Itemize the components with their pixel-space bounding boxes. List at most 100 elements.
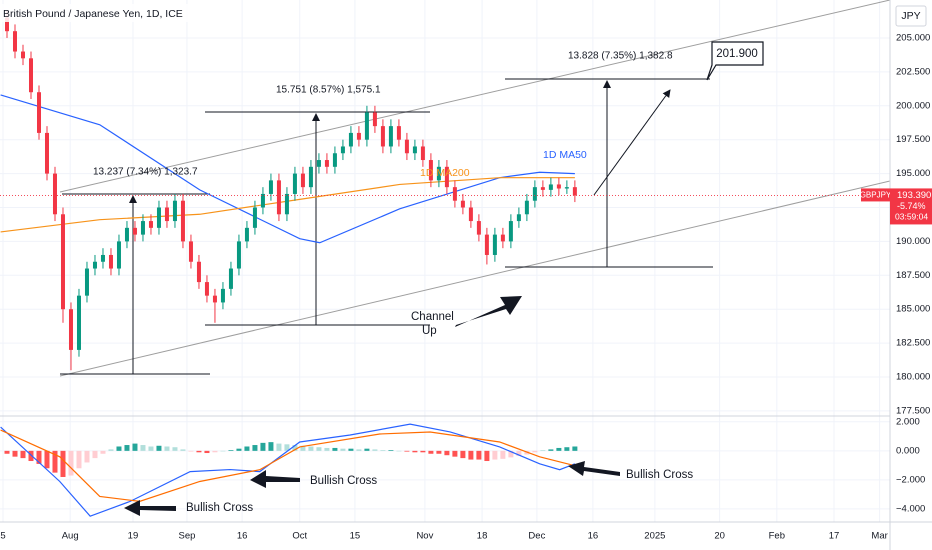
- y-tick-label: 195.000: [896, 168, 930, 179]
- histogram-bar: [124, 445, 130, 451]
- histogram-bar: [324, 447, 330, 451]
- histogram-bar: [4, 450, 10, 454]
- y-tick-label: 205.000: [896, 32, 930, 43]
- x-tick-label: Oct: [292, 531, 307, 542]
- candle-body: [564, 187, 569, 189]
- candle-body: [108, 254, 113, 269]
- candle-body: [484, 234, 489, 255]
- histogram-bar: [428, 450, 434, 454]
- countdown: 03:59:04: [895, 212, 928, 222]
- macd-pane: [0, 423, 578, 517]
- candle-body: [292, 173, 297, 194]
- candle-body: [420, 146, 425, 161]
- candle-body: [156, 207, 161, 228]
- y-tick-label: 185.000: [896, 304, 930, 315]
- price-tag: [890, 188, 932, 225]
- candle-body: [44, 132, 49, 174]
- histogram-bar: [332, 447, 338, 451]
- histogram-bar: [340, 448, 346, 451]
- candle-body: [220, 288, 225, 303]
- channel-label: Up: [422, 325, 437, 337]
- candle-body: [92, 261, 97, 269]
- candle-body: [324, 160, 329, 167]
- histogram-bar: [164, 446, 170, 451]
- histogram-bar: [92, 450, 98, 459]
- histogram-bar: [452, 450, 458, 457]
- histogram-bar: [76, 450, 82, 469]
- currency: JPY: [901, 10, 920, 22]
- channel-upper: [59, 0, 891, 193]
- measures: [60, 78, 713, 375]
- histogram-bar: [292, 445, 298, 451]
- y-tick-label: −4.000: [896, 503, 925, 514]
- candle-body: [60, 214, 65, 310]
- candle-body: [500, 234, 505, 242]
- histogram-bar: [300, 445, 306, 451]
- x-tick-label: Dec: [528, 531, 545, 542]
- histogram-bar: [12, 450, 18, 457]
- change: -5.74%: [897, 201, 926, 211]
- candle-body: [412, 146, 417, 154]
- target-label: 201.900: [716, 48, 758, 60]
- x-tick-label: Feb: [769, 531, 785, 542]
- histogram-bar: [100, 450, 106, 454]
- histogram-bar: [52, 450, 58, 473]
- candle-body: [388, 126, 393, 147]
- candle-body: [36, 92, 41, 133]
- x-tick-label: Sep: [179, 531, 196, 542]
- histogram-bar: [420, 450, 426, 453]
- histogram-bar: [572, 446, 578, 451]
- x-tick-label: 2025: [644, 531, 665, 542]
- channel-label: Channel: [411, 311, 454, 323]
- histogram-bar: [68, 450, 74, 476]
- histogram-bar: [180, 449, 186, 451]
- x-tick-label: 17: [829, 531, 840, 542]
- histogram-bar: [28, 450, 34, 462]
- histogram-bar: [380, 450, 386, 451]
- candle-body: [188, 241, 193, 262]
- cross-label: Bullish Cross: [186, 502, 253, 514]
- histogram-bar: [372, 449, 378, 451]
- y-tick-label: 180.000: [896, 372, 930, 383]
- histogram-bar: [204, 450, 210, 454]
- x-tick-label: 16: [588, 531, 599, 542]
- cross-label: Bullish Cross: [310, 475, 377, 487]
- histogram-bar: [236, 448, 242, 451]
- candle-body: [300, 173, 305, 188]
- y-tick-label: 202.500: [896, 66, 930, 77]
- x-tick-label: 15: [350, 531, 361, 542]
- candle-body: [556, 184, 561, 189]
- histogram-bar: [516, 450, 522, 456]
- y-tick-label: 197.500: [896, 134, 930, 145]
- y-tick-label: 182.500: [896, 338, 930, 349]
- y-tick-label: 200.000: [896, 100, 930, 111]
- x-tick-label: Aug: [62, 531, 79, 542]
- histogram-bar: [156, 445, 162, 451]
- histogram-bar: [108, 449, 114, 451]
- y-tick-label: 187.500: [896, 270, 930, 281]
- candle-body: [444, 166, 449, 188]
- currency-box: [895, 5, 927, 27]
- candle-body: [476, 221, 481, 235]
- candle-body: [364, 112, 369, 140]
- x-tick-label: 16: [237, 531, 248, 542]
- histogram-bar: [260, 442, 266, 451]
- axes: 205.000202.500200.000197.500195.000192.5…: [0, 32, 932, 542]
- candle-body: [228, 268, 233, 289]
- candle-body: [532, 187, 537, 201]
- ma-line: [0, 94, 575, 244]
- candle-body: [100, 254, 105, 262]
- candle-body: [460, 200, 465, 208]
- candle-body: [380, 126, 385, 147]
- histogram-bar: [116, 446, 122, 451]
- candle-body: [52, 173, 57, 215]
- histogram-bar: [268, 442, 274, 451]
- histogram-bar: [308, 446, 314, 451]
- price: 193.390: [897, 190, 931, 201]
- arrow: [568, 461, 620, 476]
- candle-body: [396, 126, 401, 140]
- histogram-bar: [556, 447, 562, 451]
- candle-body: [332, 153, 337, 167]
- candle-body: [20, 51, 25, 59]
- candle-body: [468, 207, 473, 222]
